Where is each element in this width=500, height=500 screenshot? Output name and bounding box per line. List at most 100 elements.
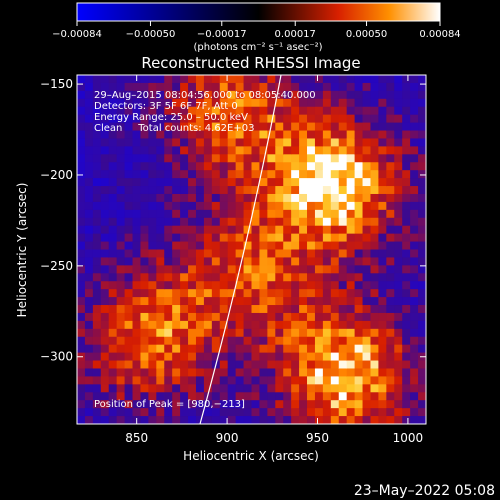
heatmap-cell <box>195 289 205 298</box>
heatmap-cell <box>386 281 395 290</box>
heatmap-cell <box>124 297 134 306</box>
heatmap-cell <box>259 154 268 163</box>
heatmap-cell <box>402 368 411 378</box>
heatmap-cell <box>132 408 142 417</box>
heatmap-cell <box>267 241 276 251</box>
heatmap-cell <box>100 416 110 424</box>
heatmap-cell <box>418 392 426 401</box>
heatmap-cell <box>116 241 126 251</box>
heatmap-cell <box>195 130 205 140</box>
heatmap-cell <box>243 368 253 378</box>
heatmap-cell <box>188 98 197 108</box>
heatmap-cell <box>418 408 426 417</box>
heatmap-cell <box>283 376 292 385</box>
heatmap-cell <box>235 408 245 417</box>
annotation-peak: Position of Peak = [980,−213] <box>94 399 245 410</box>
heatmap-cell <box>346 98 356 108</box>
heatmap-cell <box>132 320 142 330</box>
heatmap-cell <box>378 336 387 346</box>
heatmap-cell <box>77 376 86 385</box>
heatmap-cell <box>172 75 181 84</box>
heatmap-cell <box>195 336 205 346</box>
heatmap-cell <box>330 297 340 306</box>
heatmap-cell <box>275 320 284 330</box>
heatmap-cell <box>108 114 118 124</box>
heatmap-cell <box>322 138 332 147</box>
heatmap-cell <box>299 138 308 147</box>
heatmap-cell <box>307 257 316 266</box>
heatmap-cell <box>410 82 419 92</box>
heatmap-cell <box>251 209 261 219</box>
heatmap-cell <box>354 106 364 116</box>
heatmap-cell <box>251 138 261 147</box>
heatmap-cell <box>394 416 403 424</box>
heatmap-cell <box>211 114 221 124</box>
heatmap-cell <box>203 344 213 354</box>
heatmap-cell <box>235 75 245 84</box>
heatmap-cell <box>211 249 221 259</box>
heatmap-cell <box>124 416 134 424</box>
heatmap-cell <box>418 297 426 306</box>
heatmap-cell <box>235 297 245 306</box>
heatmap-cell <box>243 376 253 385</box>
heatmap-cell <box>211 170 221 179</box>
heatmap-cell <box>386 289 395 298</box>
heatmap-cell <box>148 273 157 282</box>
heatmap-cell <box>164 82 173 92</box>
heatmap-cell <box>354 281 364 290</box>
heatmap-cell <box>116 416 126 424</box>
heatmap-cell <box>299 273 308 282</box>
heatmap-cell <box>346 178 356 187</box>
heatmap-cell <box>148 90 157 100</box>
heatmap-cell <box>124 257 134 266</box>
heatmap-cell <box>243 217 253 227</box>
heatmap-cell <box>92 281 102 290</box>
heatmap-cell <box>307 392 316 401</box>
heatmap-cell <box>219 344 229 354</box>
heatmap-cell <box>108 170 118 179</box>
heatmap-cell <box>219 289 229 298</box>
heatmap-cell <box>219 82 229 92</box>
heatmap-cell <box>299 297 308 306</box>
heatmap-cell <box>394 75 403 84</box>
heatmap-cell <box>116 273 126 282</box>
heatmap-cell <box>362 225 372 235</box>
heatmap-cell <box>314 193 324 203</box>
heatmap-cell <box>148 138 157 147</box>
heatmap-cell <box>362 297 372 306</box>
heatmap-cell <box>219 257 229 266</box>
heatmap-cell <box>227 138 237 147</box>
heatmap-cell <box>394 122 403 132</box>
heatmap-cell <box>132 297 142 306</box>
heatmap-cell <box>164 273 173 282</box>
heatmap-cell <box>156 138 165 147</box>
heatmap-cell <box>370 257 380 266</box>
heatmap-cell <box>140 265 149 274</box>
heatmap-cell <box>283 98 292 108</box>
heatmap-cell <box>410 376 419 385</box>
heatmap-cell <box>394 114 403 124</box>
heatmap-cell <box>180 186 189 195</box>
heatmap-cell <box>299 98 308 108</box>
heatmap-cell <box>243 257 253 266</box>
heatmap-cell <box>362 122 372 132</box>
heatmap-cell <box>100 249 110 259</box>
heatmap-cell <box>172 146 181 155</box>
heatmap-cell <box>354 305 364 314</box>
heatmap-cell <box>402 154 411 163</box>
heatmap-cell <box>172 170 181 179</box>
heatmap-cell <box>346 217 356 227</box>
heatmap-cell <box>92 146 102 155</box>
heatmap-cell <box>124 122 134 132</box>
heatmap-cell <box>291 98 300 108</box>
heatmap-cell <box>307 360 316 370</box>
heatmap-cell <box>180 130 189 140</box>
plot-frame <box>76 74 427 425</box>
heatmap-cell <box>195 344 205 354</box>
heatmap-cell <box>307 146 316 155</box>
heatmap-cell <box>259 98 268 108</box>
heatmap-cell <box>188 241 197 251</box>
heatmap-cell <box>164 241 173 251</box>
heatmap-cell <box>235 376 245 385</box>
heatmap-cell <box>156 384 165 393</box>
